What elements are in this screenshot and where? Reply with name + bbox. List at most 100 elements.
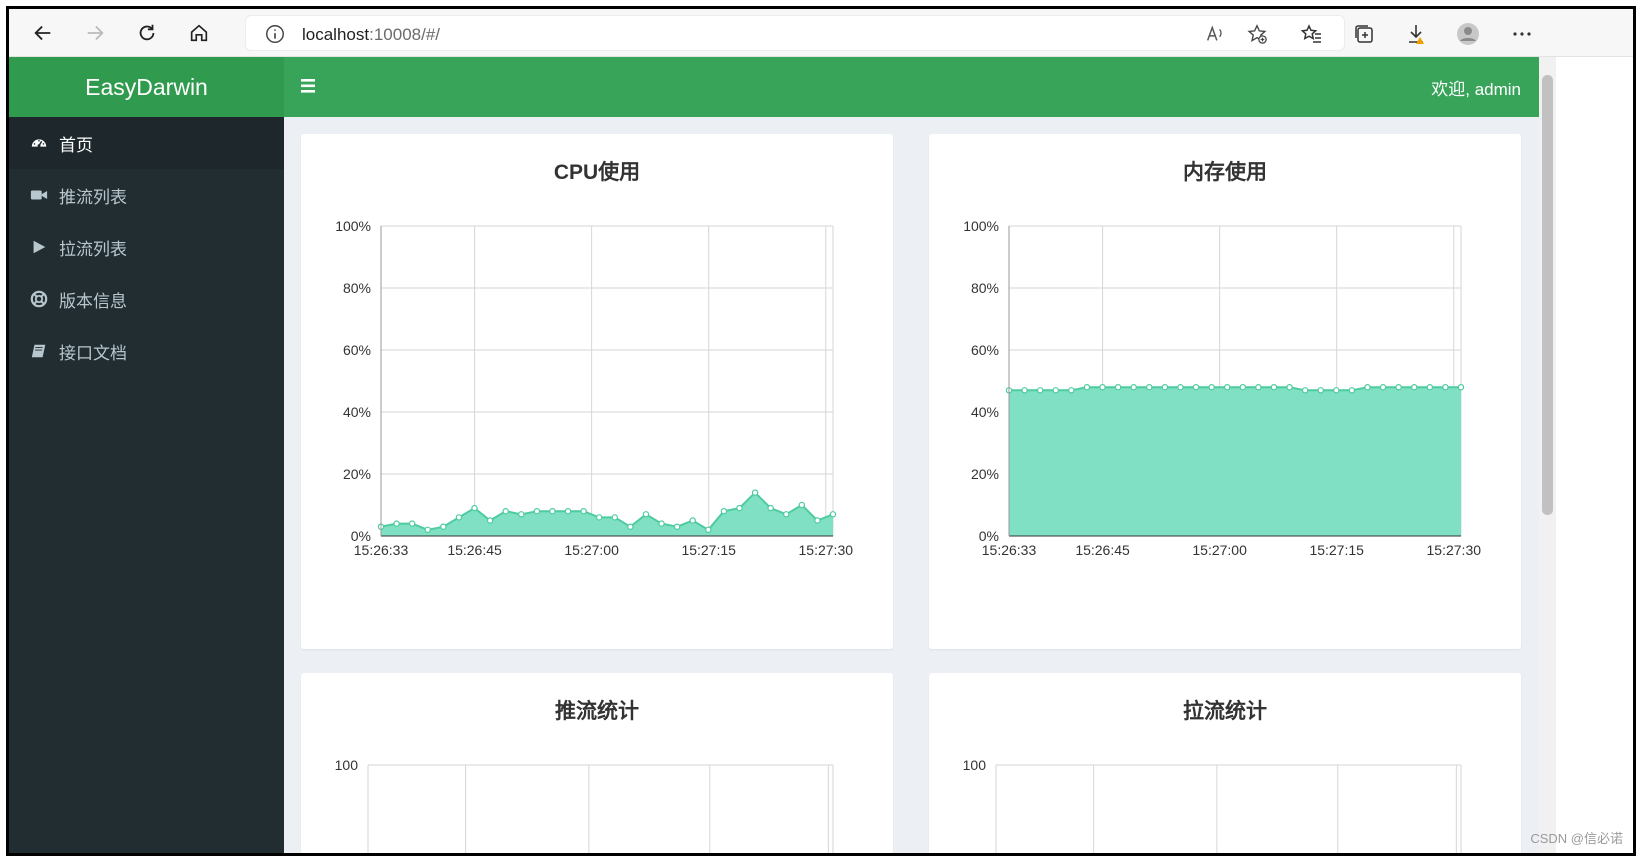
collections-icon[interactable]	[1351, 21, 1377, 47]
x-tick-label: 15:27:00	[564, 542, 619, 558]
y-tick-label: 20%	[343, 466, 371, 482]
sidebar-item-label: 版本信息	[59, 291, 127, 311]
data-point	[1021, 387, 1028, 394]
data-point	[1364, 383, 1371, 391]
data-point	[1146, 383, 1153, 391]
card-title: 拉流统计	[1183, 700, 1267, 723]
watermark: CSDN @信必诺	[1530, 831, 1623, 846]
address-bar[interactable]: localhost:10008/#/	[245, 15, 1345, 51]
sidebar-item-push-list[interactable]: 推流列表	[9, 169, 284, 221]
data-point	[1426, 383, 1434, 391]
data-point	[1286, 383, 1293, 391]
url-host: localhost	[302, 25, 370, 44]
data-point	[1224, 383, 1231, 391]
favorites-icon[interactable]	[1299, 21, 1325, 47]
data-point	[1317, 387, 1324, 394]
url-text[interactable]: localhost:10008/#/	[302, 25, 440, 45]
data-point	[642, 511, 650, 518]
data-point	[767, 504, 774, 512]
push-stats-card: 推流统计 100	[301, 673, 893, 853]
data-point	[798, 501, 806, 509]
site-info-icon[interactable]	[264, 23, 286, 45]
x-tick-label: 15:26:33	[982, 542, 1037, 558]
x-tick-label: 15:27:30	[799, 542, 854, 558]
x-tick-label: 15:27:00	[1192, 542, 1247, 558]
hamburger-menu-icon[interactable]	[300, 77, 318, 95]
brand-logo[interactable]: EasyDarwin	[9, 57, 284, 117]
sidebar-item-pull-list[interactable]: 拉流列表	[9, 221, 284, 273]
memory-usage-chart: 0% 20% 40% 60% 80% 100% 15:26:33 15:26:45 15:27:…	[963, 218, 1481, 558]
forward-arrow-icon[interactable]	[79, 17, 111, 49]
x-tick-label: 15:27:15	[681, 542, 736, 558]
y-tick-label: 100%	[335, 218, 371, 234]
url-path: :10008/#/	[369, 25, 441, 44]
x-tick-label: 15:26:45	[447, 542, 502, 558]
data-point	[455, 514, 463, 521]
add-favorite-icon[interactable]	[1246, 23, 1268, 45]
data-point	[611, 514, 618, 521]
data-point	[533, 508, 541, 515]
card-title: 内存使用	[1183, 161, 1267, 184]
card-title: CPU使用	[553, 161, 641, 184]
dashboard-icon	[29, 133, 49, 153]
back-arrow-icon[interactable]	[27, 17, 59, 49]
y-tick-label: 40%	[343, 404, 371, 420]
data-point	[658, 520, 665, 527]
scrollbar-thumb[interactable]	[1542, 75, 1553, 515]
book-icon	[29, 341, 49, 361]
data-point	[1395, 383, 1402, 391]
y-tick-label: 40%	[971, 404, 999, 420]
y-tick-label: 0%	[351, 528, 371, 544]
data-point	[1457, 383, 1465, 391]
data-point	[1036, 387, 1044, 394]
home-icon[interactable]	[183, 17, 215, 49]
welcome-user-menu[interactable]: 欢迎, admin	[1431, 80, 1521, 99]
cpu-usage-chart: 0% 20% 40% 60% 80% 100% 15:26:33 15:26:45 15:27:…	[335, 218, 854, 558]
data-point	[471, 504, 478, 512]
data-point	[502, 508, 509, 515]
x-tick-label: 15:26:33	[354, 542, 409, 558]
data-point	[549, 508, 556, 515]
play-icon	[29, 237, 49, 257]
data-point	[705, 526, 712, 533]
page-scrollbar[interactable]	[1539, 57, 1556, 853]
data-point	[814, 517, 821, 524]
reload-icon[interactable]	[131, 17, 163, 49]
data-point	[596, 514, 603, 521]
y-tick-label: 20%	[971, 466, 999, 482]
data-point	[580, 508, 587, 515]
video-camera-icon	[29, 185, 49, 205]
data-point	[1239, 383, 1246, 391]
data-point	[736, 504, 743, 512]
read-aloud-icon[interactable]	[1204, 23, 1226, 45]
y-tick-label: 100	[335, 757, 359, 773]
y-tick-label: 80%	[343, 280, 371, 296]
data-point	[1052, 387, 1059, 394]
data-point	[564, 508, 572, 515]
memory-usage-card: 内存使用 0% 20% 40% 60% 80% 100% 15:26:33 15:26:45 1…	[929, 134, 1521, 649]
data-point	[1270, 383, 1278, 391]
data-point	[393, 520, 400, 527]
data-point	[1333, 387, 1340, 394]
data-point	[1130, 383, 1137, 391]
more-menu-icon[interactable]	[1509, 21, 1535, 47]
sidebar-item-label: 接口文档	[59, 343, 127, 363]
y-tick-label: 60%	[971, 342, 999, 358]
sidebar-item-api-docs[interactable]: 接口文档	[9, 325, 284, 377]
sidebar-item-label: 首页	[59, 135, 93, 155]
downloads-icon[interactable]	[1403, 21, 1429, 47]
sidebar-item-version-info[interactable]: 版本信息	[9, 273, 284, 325]
data-point	[1348, 387, 1356, 394]
life-ring-icon	[29, 289, 49, 309]
profile-avatar-icon[interactable]	[1455, 21, 1481, 47]
sidebar: 首页 推流列表 拉流列表 版本信息 接口文档	[9, 117, 284, 853]
y-tick-label: 0%	[979, 528, 999, 544]
dashboard-content: CPU使用 0% 20% 40% 60% 80% 100% 15:26:33 15:26:45…	[284, 117, 1539, 853]
data-point	[1177, 383, 1184, 391]
sidebar-item-home[interactable]: 首页	[9, 117, 284, 169]
data-point	[1255, 383, 1262, 391]
pull-stats-card: 拉流统计 100	[929, 673, 1521, 853]
data-point	[424, 526, 431, 533]
data-point	[1161, 383, 1169, 391]
data-point	[1083, 383, 1091, 391]
